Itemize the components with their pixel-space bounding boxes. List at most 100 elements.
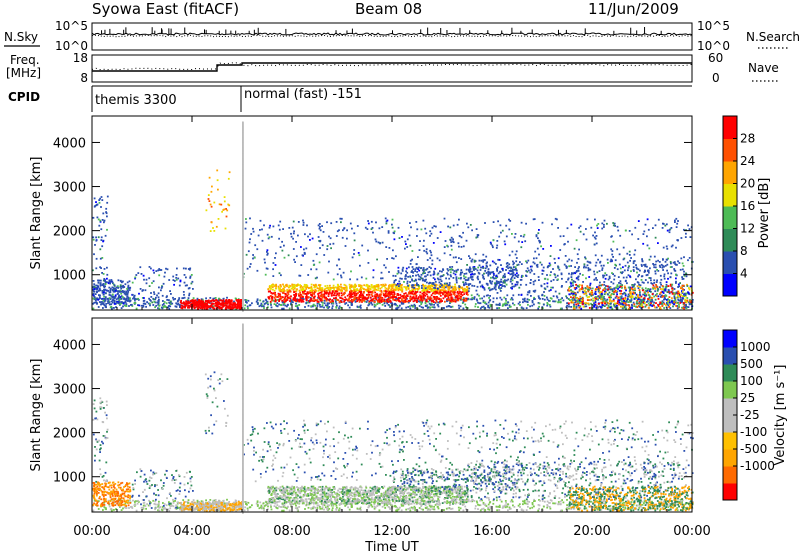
range-gate-cell — [576, 261, 578, 264]
range-gate-cell — [612, 256, 614, 258]
range-gate-cell — [256, 248, 259, 251]
range-gate-cell — [533, 257, 535, 260]
range-gate-cell — [568, 305, 570, 308]
range-gate-cell — [669, 261, 672, 263]
range-gate-cell — [382, 292, 385, 295]
range-gate-cell — [223, 200, 226, 203]
range-gate-cell — [513, 236, 516, 239]
range-gate-cell — [419, 291, 422, 294]
range-gate-cell — [404, 292, 407, 295]
range-gate-cell — [243, 272, 245, 275]
range-gate-cell — [320, 301, 323, 303]
range-gate-cell — [244, 227, 247, 230]
range-gate-cell — [598, 295, 601, 298]
range-gate-cell — [245, 218, 247, 220]
range-gate-cell — [673, 268, 676, 270]
range-gate-cell — [142, 300, 145, 302]
range-gate-cell — [610, 281, 613, 283]
range-gate-cell — [410, 304, 413, 307]
range-gate-cell — [336, 304, 338, 307]
range-gate-cell — [620, 303, 622, 305]
range-gate-cell — [674, 270, 677, 272]
range-gate-cell — [145, 282, 148, 285]
range-gate-cell — [100, 239, 103, 241]
range-gate-cell — [664, 264, 667, 267]
range-gate-cell — [667, 257, 669, 260]
range-gate-cell — [615, 304, 618, 307]
range-gate-cell — [676, 263, 678, 266]
range-gate-cell — [617, 300, 619, 303]
range-gate-cell — [154, 301, 157, 304]
range-gate-cell — [491, 244, 494, 247]
range-gate-cell — [113, 301, 116, 304]
range-gate-cell — [387, 294, 390, 297]
range-gate-cell — [520, 263, 523, 265]
range-gate-cell — [640, 295, 643, 298]
range-gate-cell — [500, 281, 503, 283]
range-gate-cell — [572, 284, 574, 287]
range-gate-cell — [515, 257, 518, 259]
range-gate-cell — [434, 292, 436, 295]
range-gate-cell — [165, 302, 168, 305]
range-gate-cell — [644, 265, 647, 268]
range-gate-cell — [292, 297, 295, 299]
range-gate-cell — [375, 284, 378, 286]
range-gate-cell — [550, 245, 552, 247]
range-gate-cell — [546, 274, 548, 276]
range-gate-cell — [614, 225, 616, 227]
range-gate-cell — [318, 227, 321, 230]
range-gate-cell — [418, 286, 420, 288]
range-gate-cell — [638, 274, 640, 276]
range-gate-cell — [685, 232, 687, 235]
range-gate-cell — [597, 297, 599, 300]
range-gate-cell — [447, 288, 450, 291]
range-gate-cell — [125, 303, 128, 306]
range-gate-cell — [538, 253, 540, 256]
range-gate-cell — [325, 290, 328, 292]
range-gate-cell — [280, 297, 283, 300]
range-gate-cell — [400, 299, 403, 302]
range-gate-cell — [541, 307, 544, 310]
range-gate-cell — [415, 295, 418, 298]
range-gate-cell — [433, 273, 436, 275]
range-gate-cell — [357, 292, 359, 294]
range-gate-cell — [566, 297, 568, 299]
range-gate-cell — [350, 290, 353, 292]
range-gate-cell — [348, 283, 351, 286]
range-gate-cell — [496, 297, 498, 300]
range-gate-cell — [158, 307, 161, 310]
range-gate-cell — [391, 296, 394, 298]
range-gate-cell — [671, 244, 674, 247]
range-gate-cell — [427, 287, 430, 289]
range-gate-cell — [577, 304, 580, 307]
range-gate-cell — [461, 271, 464, 274]
range-gate-cell — [269, 285, 272, 288]
range-gate-cell — [525, 274, 527, 277]
range-gate-cell — [157, 300, 160, 302]
range-gate-cell — [616, 248, 619, 251]
range-gate-cell — [461, 294, 464, 297]
range-gate-cell — [237, 299, 240, 302]
range-gate-cell — [638, 302, 641, 305]
range-gate-cell — [578, 226, 580, 229]
range-gate-cell — [636, 271, 638, 274]
range-gate-cell — [684, 294, 687, 296]
range-gate-cell — [109, 289, 112, 291]
range-gate-cell — [586, 264, 589, 267]
range-gate-cell — [297, 299, 300, 301]
range-gate-cell — [647, 302, 650, 305]
range-gate-cell — [342, 271, 345, 274]
range-gate-cell — [449, 274, 452, 276]
range-gate-cell — [387, 287, 390, 290]
range-gate-cell — [308, 301, 311, 304]
range-gate-cell — [98, 199, 101, 201]
range-gate-cell — [587, 286, 589, 289]
range-gate-cell — [681, 285, 684, 287]
range-gate-cell — [267, 297, 270, 300]
range-gate-cell — [279, 220, 282, 223]
range-gate-cell — [478, 281, 481, 284]
range-gate-cell — [678, 292, 681, 294]
range-gate-cell — [162, 300, 164, 302]
range-gate-cell — [648, 295, 651, 298]
range-gate-cell — [462, 281, 465, 284]
